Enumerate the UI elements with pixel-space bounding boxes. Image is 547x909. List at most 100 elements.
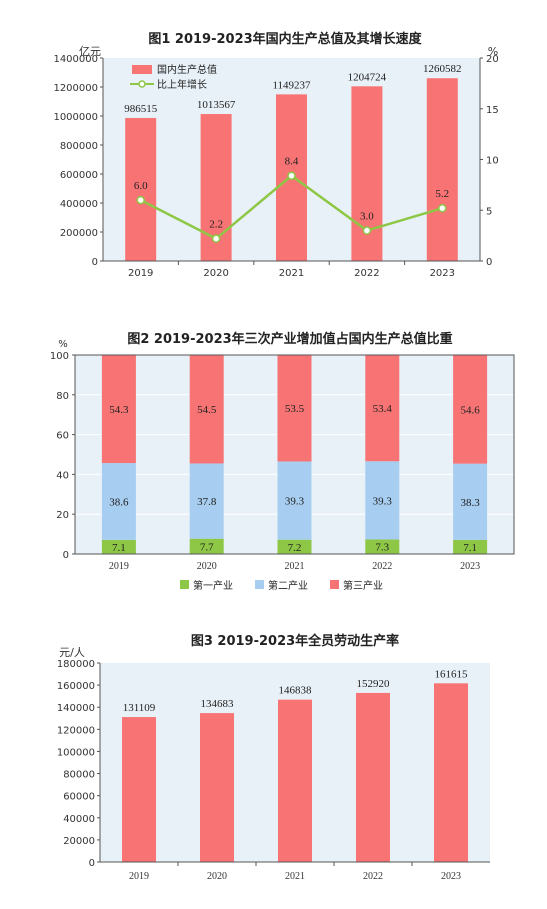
chart-structure: 图2 2019-2023年三次产业增加值占国内生产总值比重 % 7.1 38.6 5… — [50, 331, 515, 592]
productivity-y-tick-label: 40000 — [63, 814, 95, 825]
legend-gdp-label: 国内生产总值 — [157, 63, 217, 76]
productivity-x-tick-label: 2023 — [441, 871, 461, 882]
structure-x-tick-label: 2021 — [285, 561, 305, 572]
gdp-y-tick-label: 200000 — [60, 228, 98, 239]
structure-y-tick-label: 20 — [56, 510, 69, 521]
productivity-y-tick-label: 60000 — [63, 792, 95, 803]
productivity-x-tick-label: 2022 — [363, 871, 383, 882]
gdp-y-tick-label: 1200000 — [53, 83, 98, 94]
growth-label: 6.0 — [134, 180, 148, 192]
secondary-industry-segment-label: 38.3 — [460, 497, 480, 509]
chart-structure-title: 图2 2019-2023年三次产业增加值占国内生产总值比重 — [127, 331, 452, 347]
chart-structure-ylabel: % — [58, 339, 68, 350]
legend-growth-label: 比上年增长 — [157, 78, 207, 91]
structure-x-tick-label: 2022 — [372, 561, 392, 572]
secondary-industry-segment — [101, 463, 136, 540]
productivity-bar-label: 161615 — [435, 668, 469, 680]
tertiary-industry-segment — [189, 355, 224, 464]
productivity-y-tick-label: 160000 — [57, 681, 95, 692]
productivity-bar — [278, 699, 312, 862]
tertiary-industry-segment — [365, 355, 400, 462]
structure-y-tick-label: 80 — [56, 391, 69, 402]
growth-label: 8.4 — [285, 156, 299, 168]
gdp-y-tick-label: 800000 — [60, 141, 98, 152]
tertiary-industry-segment-label: 53.4 — [373, 403, 393, 415]
secondary-industry-segment-label: 37.8 — [197, 496, 217, 508]
structure-x-tick-label: 2020 — [197, 561, 217, 572]
productivity-bar-label: 146838 — [279, 685, 313, 697]
chart-gdp-ylabel-right: % — [488, 45, 498, 58]
productivity-y-tick-label: 180000 — [57, 659, 95, 670]
primary-industry-segment-label: 7.2 — [288, 542, 302, 554]
chart-gdp-ylabel-left: 亿元 — [79, 45, 101, 58]
chart-productivity-title: 图3 2019-2023年全员劳动生产率 — [191, 633, 399, 649]
structure-plot-border — [74, 354, 515, 555]
chart-gdp-title: 图1 2019-2023年国内生产总值及其增长速度 — [148, 31, 422, 47]
secondary-industry-segment-label: 38.6 — [109, 496, 129, 508]
legend-tertiary-swatch — [330, 580, 339, 589]
primary-industry-segment-label: 7.7 — [200, 541, 214, 553]
tertiary-industry-segment-label: 54.6 — [460, 404, 480, 416]
primary-industry-segment — [277, 539, 312, 554]
growth-y-tick-label: 0 — [486, 257, 492, 268]
secondary-industry-segment-label: 39.3 — [373, 495, 393, 507]
growth-y-tick-label: 15 — [486, 105, 499, 116]
structure-y-tick-label: 40 — [56, 470, 69, 481]
legend-tertiary-label: 第三产业 — [343, 579, 383, 592]
gdp-bar-label: 1260582 — [423, 63, 462, 75]
gdp-y-tick-label: 600000 — [60, 170, 98, 181]
gdp-bar-label: 1149237 — [272, 79, 311, 91]
productivity-bar — [356, 692, 390, 862]
productivity-x-tick-label: 2020 — [207, 871, 227, 882]
growth-label: 5.2 — [435, 188, 449, 200]
gdp-bar — [426, 78, 458, 261]
gdp-y-tick-label: 400000 — [60, 199, 98, 210]
structure-y-tick-label: 100 — [50, 351, 69, 362]
chart-productivity: 图3 2019-2023年全员劳动生产率 元/人 131109 134683 146… — [57, 633, 490, 882]
structure-x-tick-label: 2023 — [460, 561, 480, 572]
primary-industry-segment — [189, 538, 224, 554]
productivity-bar — [434, 683, 468, 862]
primary-industry-segment-label: 7.1 — [112, 542, 126, 554]
growth-point — [211, 234, 221, 243]
productivity-y-tick-label: 120000 — [57, 725, 95, 736]
productivity-x-tick-label: 2019 — [129, 871, 149, 882]
productivity-bar-label: 152920 — [357, 678, 391, 690]
primary-industry-segment — [453, 539, 488, 554]
primary-industry-segment — [365, 539, 400, 554]
secondary-industry-segment — [189, 463, 224, 539]
growth-label: 3.0 — [360, 211, 374, 223]
growth-point — [287, 171, 296, 180]
tertiary-industry-segment-label: 54.5 — [197, 404, 217, 416]
productivity-y-tick-label: 80000 — [63, 770, 95, 781]
gdp-bar-label: 1013567 — [197, 99, 236, 111]
tertiary-industry-segment — [101, 355, 136, 464]
gdp-x-tick-label: 2023 — [430, 268, 455, 279]
primary-industry-segment-label: 7.1 — [463, 542, 477, 554]
productivity-y-tick-label: 140000 — [57, 703, 95, 714]
legend-gdp-swatch — [132, 65, 152, 74]
gdp-x-tick-label: 2021 — [279, 268, 304, 279]
productivity-bar-label: 131109 — [123, 702, 156, 714]
tertiary-industry-segment-label: 54.3 — [109, 404, 129, 416]
productivity-y-tick-label: 20000 — [63, 836, 95, 847]
secondary-industry-segment — [453, 463, 488, 540]
gdp-x-tick-label: 2020 — [203, 268, 228, 279]
structure-y-tick-label: 60 — [56, 431, 69, 442]
secondary-industry-segment — [277, 461, 312, 540]
growth-y-tick-label: 20 — [486, 54, 499, 65]
gdp-y-tick-label: 0 — [92, 257, 98, 268]
productivity-x-tick-label: 2021 — [285, 871, 305, 882]
gdp-y-tick-label: 1000000 — [53, 112, 98, 123]
chart-gdp: 图1 2019-2023年国内生产总值及其增长速度 亿元 % 986515 101… — [53, 31, 498, 279]
gdp-bar-label: 1204724 — [348, 71, 387, 83]
primary-industry-segment — [101, 539, 136, 554]
legend-primary-label: 第一产业 — [193, 579, 233, 592]
growth-y-tick-label: 10 — [486, 156, 499, 167]
productivity-bar — [122, 717, 156, 862]
tertiary-industry-segment — [453, 355, 488, 464]
gdp-y-tick-label: 1400000 — [53, 54, 98, 65]
chart-productivity-ylabel: 元/人 — [59, 646, 85, 659]
growth-point — [136, 195, 145, 205]
